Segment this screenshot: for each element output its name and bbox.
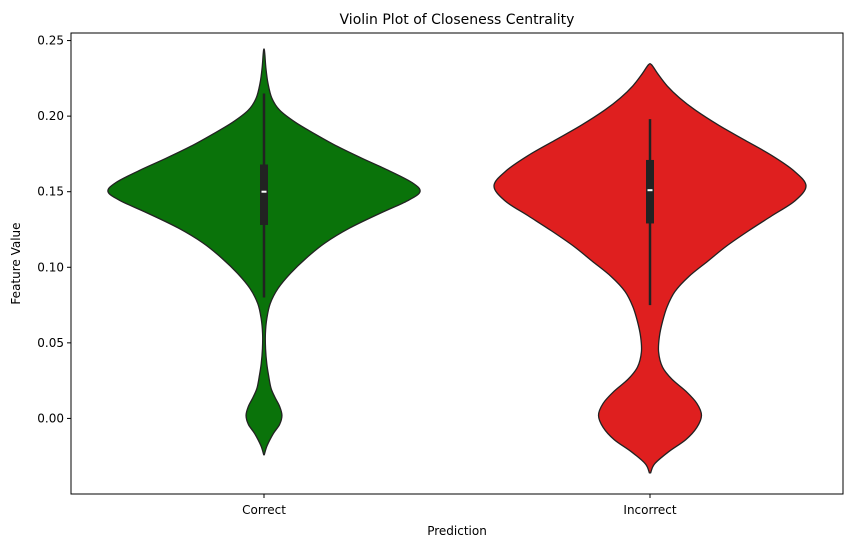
plot-frame [70, 32, 844, 495]
y-tick-label: 0.25 [37, 34, 64, 48]
iqr-box-incorrect [646, 159, 654, 224]
y-tick-label: 0.20 [37, 109, 64, 123]
iqr-box-correct [260, 164, 268, 225]
violin-layer [107, 48, 807, 474]
x-tick-label: Incorrect [623, 503, 676, 517]
y-tick-label: 0.05 [37, 336, 64, 350]
chart-title: Violin Plot of Closeness Centrality [340, 12, 575, 28]
y-tick-label: 0.00 [37, 411, 64, 425]
x-tick-label: Correct [242, 503, 286, 517]
y-axis-label: Feature Value [9, 222, 23, 304]
y-axis: 0.00 0.05 0.10 0.15 0.20 0.25 [37, 34, 71, 425]
y-tick-label: 0.10 [37, 260, 64, 274]
y-tick-label: 0.15 [37, 185, 64, 199]
x-axis: Correct Incorrect [242, 494, 677, 517]
x-axis-label: Prediction [427, 524, 487, 538]
